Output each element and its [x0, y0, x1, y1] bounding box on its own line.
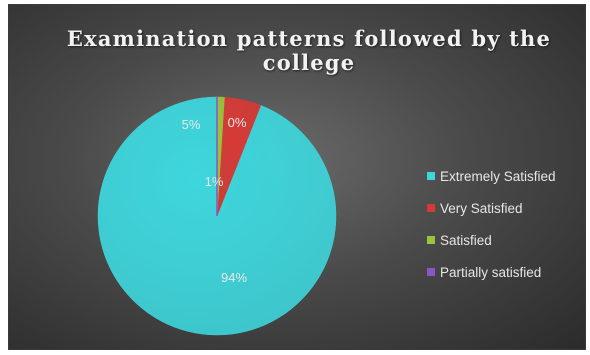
legend-label-satisfied: Satisfied	[440, 232, 492, 248]
data-label-very-satisfied: 5%	[182, 117, 201, 132]
legend-swatch-satisfied	[427, 236, 435, 244]
legend-item-very-satisfied: Very Satisfied	[427, 197, 585, 219]
data-label-extremely-satisfied: 94%	[221, 270, 247, 285]
pie-slice-extremely-satisfied	[97, 96, 337, 336]
legend-label-extremely-satisfied: Extremely Satisfied	[440, 168, 556, 184]
chart-area: Examination patterns followed by the col…	[8, 4, 586, 350]
data-label-partially-satisfied: 0%	[228, 115, 247, 130]
chart-title-line-1: Examination patterns followed by the	[66, 26, 552, 51]
legend-swatch-extremely-satisfied	[427, 172, 435, 180]
chart-title-line-2: college	[262, 50, 356, 75]
chart-title: Examination patterns followed by the col…	[9, 26, 585, 75]
legend-label-partially-satisfied: Partially satisfied	[440, 264, 542, 280]
chart-legend: Extremely Satisfied Very Satisfied Satis…	[427, 165, 585, 293]
legend-item-satisfied: Satisfied	[427, 229, 585, 251]
legend-item-extremely-satisfied: Extremely Satisfied	[427, 165, 585, 187]
legend-item-partially-satisfied: Partially satisfied	[427, 261, 585, 283]
legend-swatch-partially-satisfied	[427, 268, 435, 276]
legend-label-very-satisfied: Very Satisfied	[440, 200, 523, 216]
legend-swatch-very-satisfied	[427, 204, 435, 212]
data-label-satisfied: 1%	[205, 174, 224, 189]
pie-chart: 94% 5% 1% 0%	[97, 96, 337, 336]
